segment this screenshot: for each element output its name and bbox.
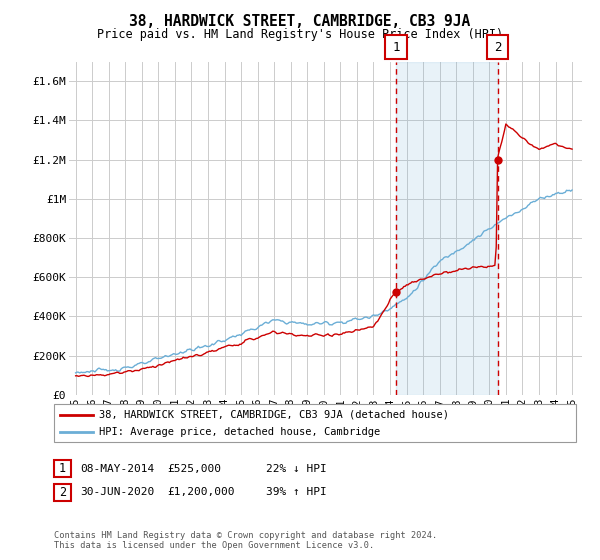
Text: 38, HARDWICK STREET, CAMBRIDGE, CB3 9JA: 38, HARDWICK STREET, CAMBRIDGE, CB3 9JA: [130, 14, 470, 29]
Text: HPI: Average price, detached house, Cambridge: HPI: Average price, detached house, Camb…: [99, 427, 380, 437]
Text: 39% ↑ HPI: 39% ↑ HPI: [266, 487, 326, 497]
Text: 30-JUN-2020: 30-JUN-2020: [80, 487, 154, 497]
Text: 22% ↓ HPI: 22% ↓ HPI: [266, 464, 326, 474]
Text: 1: 1: [392, 40, 400, 54]
Text: 2: 2: [494, 40, 502, 54]
Text: 1: 1: [59, 462, 66, 475]
Text: Contains HM Land Registry data © Crown copyright and database right 2024.
This d: Contains HM Land Registry data © Crown c…: [54, 530, 437, 550]
Text: £1,200,000: £1,200,000: [167, 487, 235, 497]
Text: 2: 2: [59, 486, 66, 499]
Text: 08-MAY-2014: 08-MAY-2014: [80, 464, 154, 474]
Text: 38, HARDWICK STREET, CAMBRIDGE, CB3 9JA (detached house): 38, HARDWICK STREET, CAMBRIDGE, CB3 9JA …: [99, 410, 449, 420]
Text: Price paid vs. HM Land Registry's House Price Index (HPI): Price paid vs. HM Land Registry's House …: [97, 28, 503, 41]
Bar: [396, 62, 497, 395]
Text: £525,000: £525,000: [167, 464, 221, 474]
